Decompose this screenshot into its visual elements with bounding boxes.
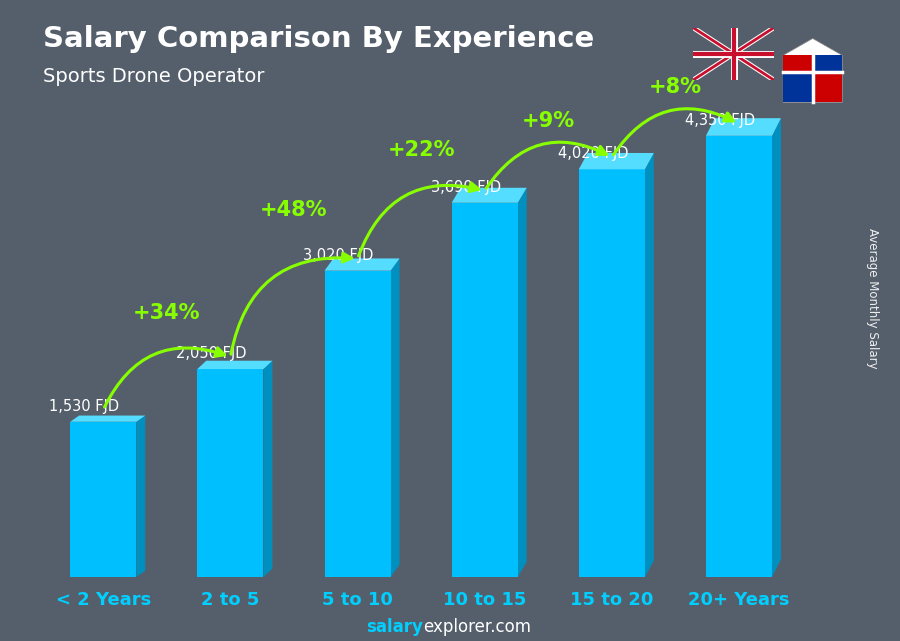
- Bar: [579, 169, 645, 577]
- Text: Average Monthly Salary: Average Monthly Salary: [866, 228, 878, 369]
- Polygon shape: [325, 258, 400, 271]
- Text: 1,530 FJD: 1,530 FJD: [50, 399, 120, 413]
- Text: +22%: +22%: [387, 140, 454, 160]
- Polygon shape: [264, 361, 273, 577]
- Polygon shape: [70, 415, 145, 422]
- Polygon shape: [136, 415, 145, 577]
- Text: +9%: +9%: [522, 111, 575, 131]
- Polygon shape: [518, 188, 526, 577]
- Text: +48%: +48%: [260, 200, 328, 220]
- Bar: [452, 203, 518, 577]
- Text: 3,020 FJD: 3,020 FJD: [303, 247, 374, 263]
- Polygon shape: [579, 153, 653, 169]
- Text: Salary Comparison By Experience: Salary Comparison By Experience: [43, 25, 594, 53]
- Text: explorer.com: explorer.com: [423, 618, 531, 636]
- Polygon shape: [772, 118, 781, 577]
- Bar: [70, 422, 136, 577]
- Text: salary: salary: [366, 618, 423, 636]
- Polygon shape: [813, 72, 842, 103]
- Polygon shape: [645, 153, 653, 577]
- Text: +34%: +34%: [133, 303, 201, 323]
- Text: +8%: +8%: [649, 77, 702, 97]
- Text: 4,020 FJD: 4,020 FJD: [557, 146, 628, 161]
- Polygon shape: [391, 258, 400, 577]
- Bar: [197, 369, 264, 577]
- Text: 4,350 FJD: 4,350 FJD: [685, 113, 755, 128]
- Polygon shape: [783, 72, 813, 103]
- Bar: [706, 136, 772, 577]
- Text: 2,050 FJD: 2,050 FJD: [176, 346, 247, 361]
- Polygon shape: [783, 38, 842, 103]
- Text: Sports Drone Operator: Sports Drone Operator: [43, 67, 265, 86]
- Polygon shape: [197, 361, 273, 369]
- Polygon shape: [706, 118, 781, 136]
- Text: 3,690 FJD: 3,690 FJD: [430, 179, 500, 195]
- Polygon shape: [452, 188, 526, 203]
- Polygon shape: [813, 55, 842, 72]
- Polygon shape: [783, 55, 813, 72]
- Bar: [325, 271, 391, 577]
